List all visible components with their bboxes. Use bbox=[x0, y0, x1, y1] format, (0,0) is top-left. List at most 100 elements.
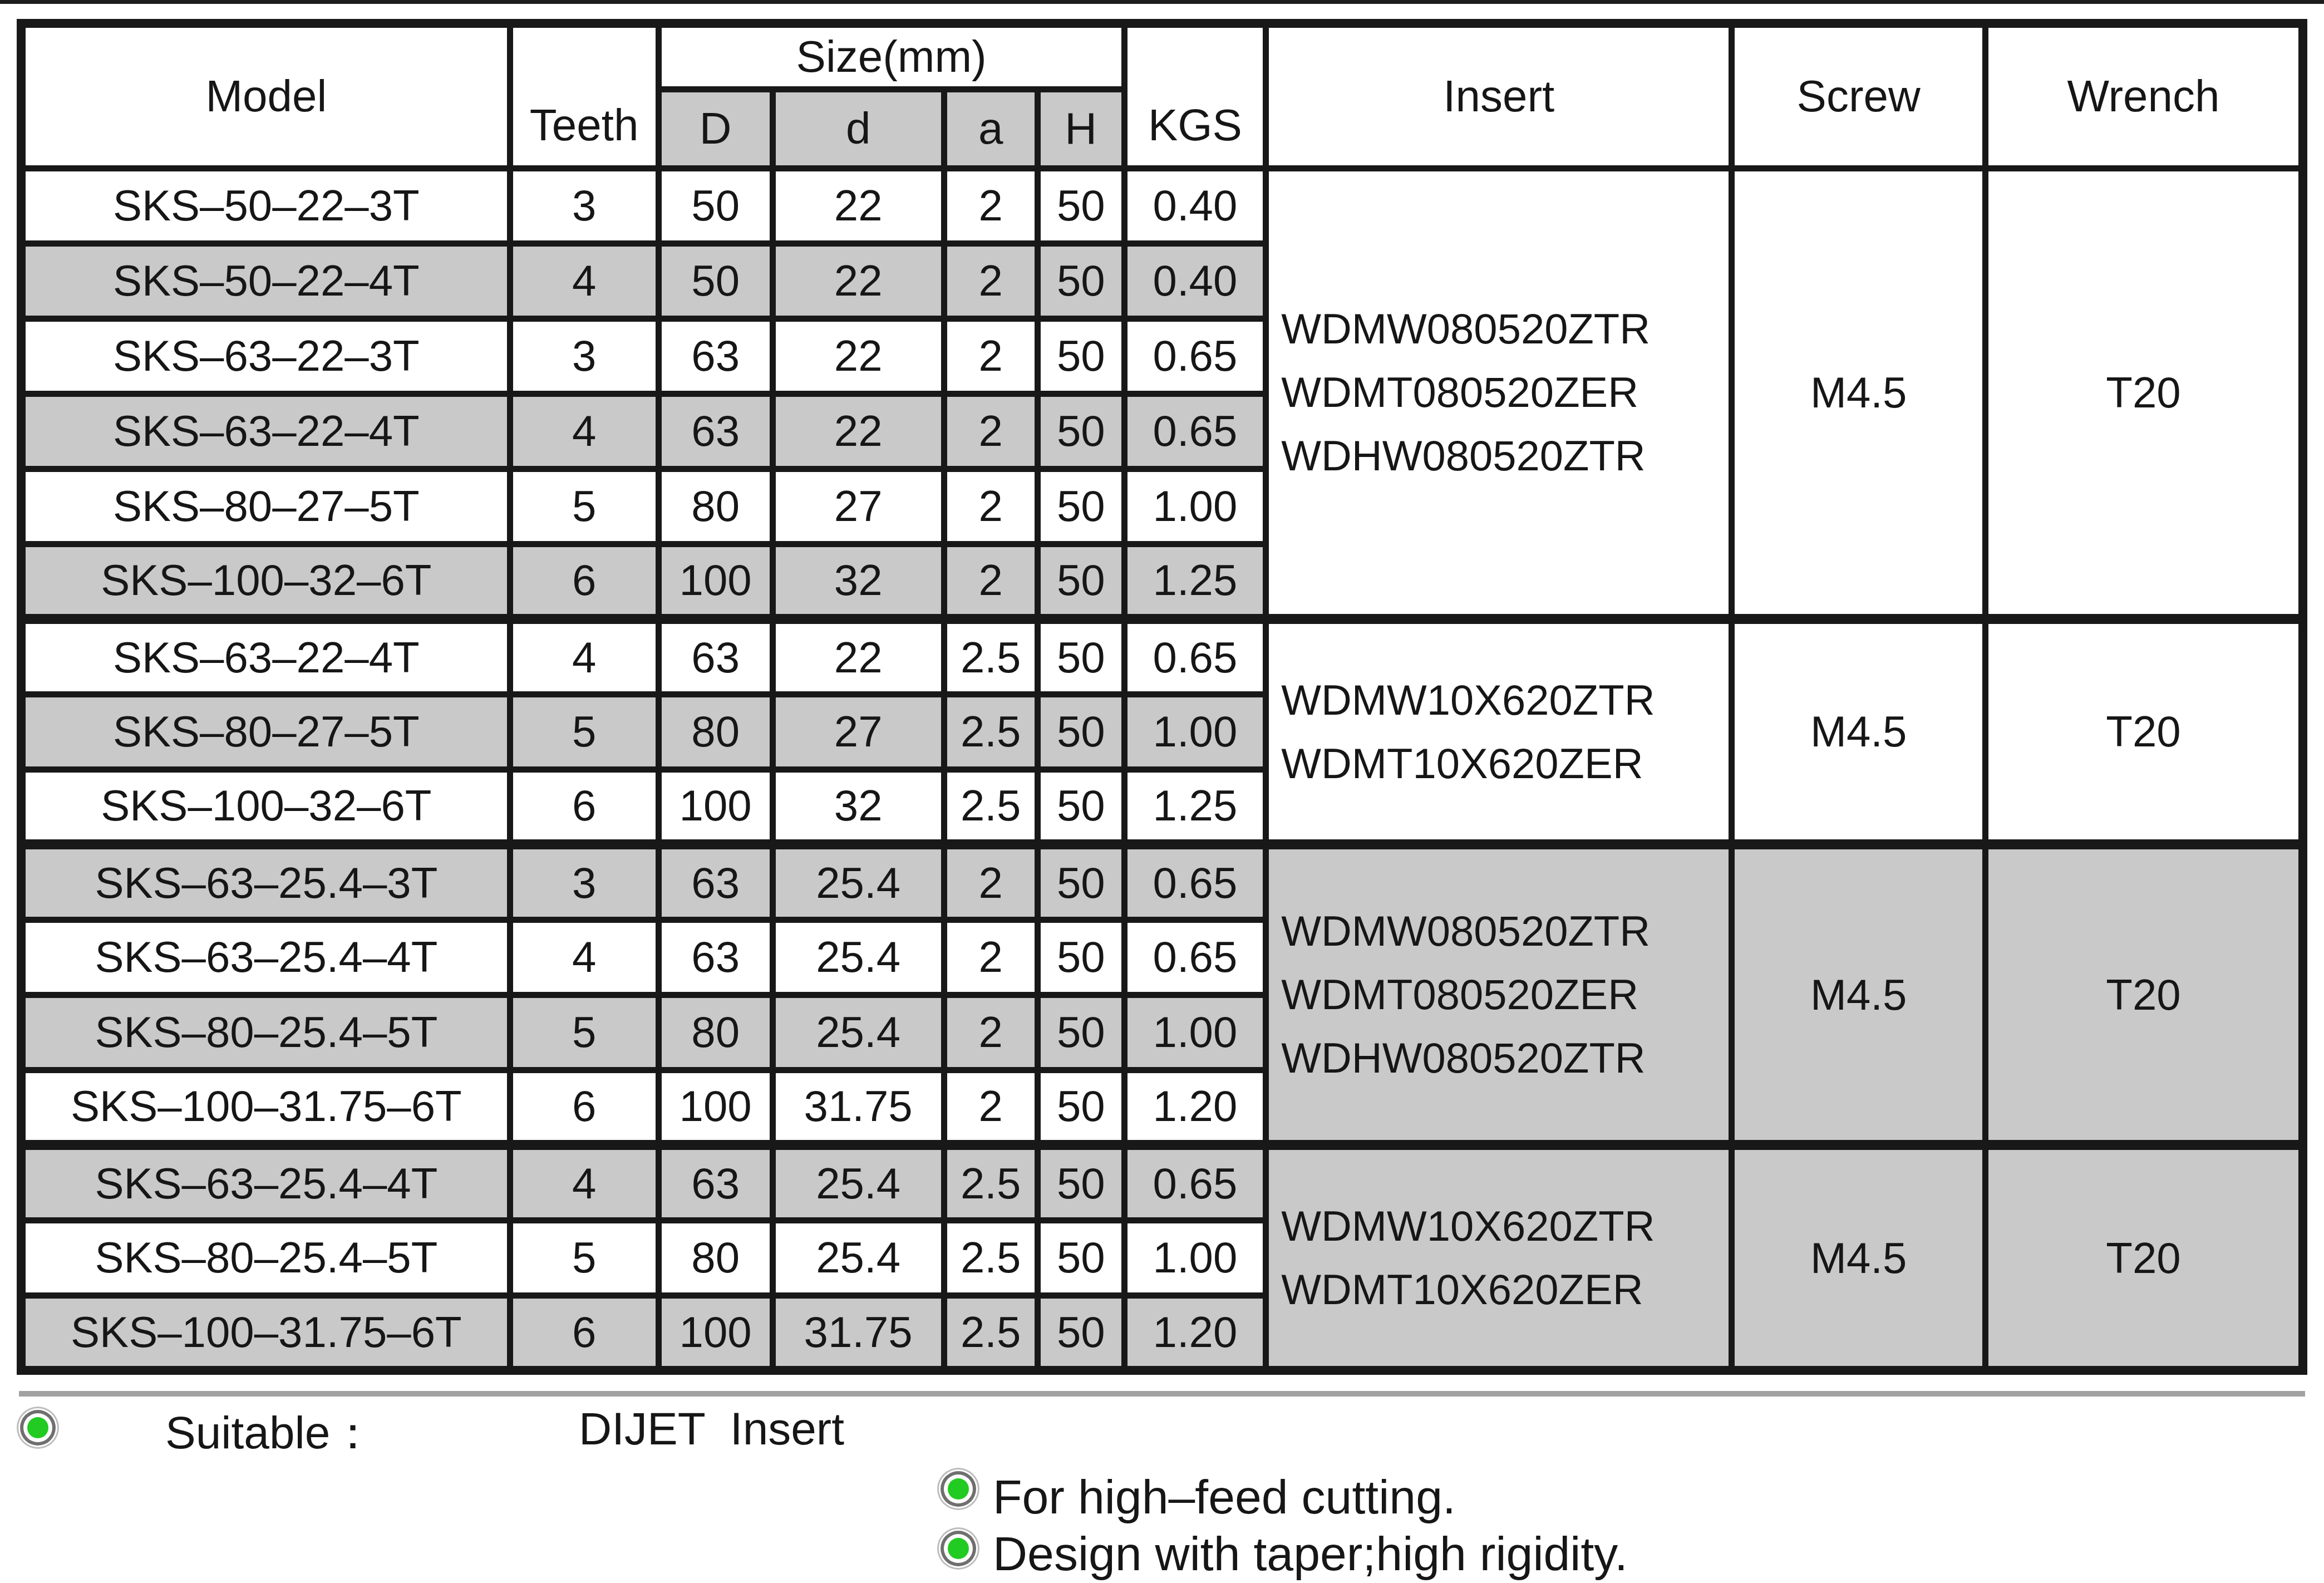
cell-D: 63 bbox=[658, 394, 772, 469]
cell-H: 50 bbox=[1037, 1145, 1124, 1220]
cell-a: 2 bbox=[944, 243, 1037, 318]
cell-H: 50 bbox=[1037, 168, 1124, 243]
cell-d: 22 bbox=[772, 394, 944, 469]
cell-a: 2 bbox=[944, 394, 1037, 469]
wrench-cell: T20 bbox=[1985, 844, 2303, 1145]
cell-kgs: 0.65 bbox=[1124, 619, 1266, 694]
header-col-d: d bbox=[772, 89, 944, 168]
suitable-value: DIJET Insert bbox=[579, 1403, 844, 1455]
header-insert: Insert bbox=[1266, 23, 1732, 168]
cell-D: 100 bbox=[658, 769, 772, 844]
cell-a: 2.5 bbox=[944, 769, 1037, 844]
cell-a: 2.5 bbox=[944, 1295, 1037, 1370]
cell-kgs: 0.65 bbox=[1124, 394, 1266, 469]
cell-d: 22 bbox=[772, 243, 944, 318]
header-col-H: H bbox=[1037, 89, 1124, 168]
cell-D: 100 bbox=[658, 544, 772, 619]
cell-model: SKS–63–22–4T bbox=[21, 619, 510, 694]
cell-kgs: 1.00 bbox=[1124, 1220, 1266, 1295]
screw-cell: M4.5 bbox=[1732, 844, 1986, 1145]
cell-teeth: 4 bbox=[510, 920, 658, 995]
cell-D: 80 bbox=[658, 1220, 772, 1295]
cell-teeth: 3 bbox=[510, 168, 658, 243]
cell-D: 63 bbox=[658, 1145, 772, 1220]
cell-teeth: 5 bbox=[510, 995, 658, 1070]
cell-model: SKS–63–25.4–3T bbox=[21, 844, 510, 920]
cell-H: 50 bbox=[1037, 619, 1124, 694]
header-kgs: KGS bbox=[1124, 23, 1266, 168]
insert-line: WDMW10X620ZTR bbox=[1281, 1194, 1729, 1258]
cell-D: 80 bbox=[658, 694, 772, 769]
cell-model: SKS–63–22–4T bbox=[21, 394, 510, 469]
insert-line: WDMW10X620ZTR bbox=[1281, 668, 1729, 732]
cell-D: 80 bbox=[658, 469, 772, 544]
screw-cell: M4.5 bbox=[1732, 168, 1986, 619]
cell-kgs: 0.65 bbox=[1124, 1145, 1266, 1220]
cell-D: 50 bbox=[658, 243, 772, 318]
catalog-page: Model Teeth Size(mm) KGS Insert Screw Wr… bbox=[0, 0, 2324, 1583]
cell-teeth: 5 bbox=[510, 1220, 658, 1295]
header-row-top: Model Teeth Size(mm) KGS Insert Screw Wr… bbox=[21, 23, 2303, 89]
cell-a: 2 bbox=[944, 995, 1037, 1070]
table-row: SKS–63–25.4–3T 3 63 25.4 2 50 0.65 WDMW0… bbox=[21, 844, 2303, 920]
screw-cell: M4.5 bbox=[1732, 619, 1986, 844]
cell-H: 50 bbox=[1037, 243, 1124, 318]
cell-D: 63 bbox=[658, 318, 772, 394]
cell-a: 2.5 bbox=[944, 1145, 1037, 1220]
insert-line: WDMT080520ZER bbox=[1281, 361, 1729, 424]
insert-line: WDHW080520ZTR bbox=[1281, 1026, 1729, 1090]
cell-kgs: 1.00 bbox=[1124, 694, 1266, 769]
cell-d: 31.75 bbox=[772, 1070, 944, 1145]
insert-line: WDHW080520ZTR bbox=[1281, 424, 1729, 488]
cell-model: SKS–50–22–3T bbox=[21, 168, 510, 243]
cell-d: 25.4 bbox=[772, 1145, 944, 1220]
cell-D: 50 bbox=[658, 168, 772, 243]
cell-kgs: 1.20 bbox=[1124, 1070, 1266, 1145]
cell-kgs: 0.65 bbox=[1124, 844, 1266, 920]
cell-teeth: 6 bbox=[510, 1070, 658, 1145]
cell-kgs: 0.65 bbox=[1124, 920, 1266, 995]
header-screw: Screw bbox=[1732, 23, 1986, 168]
cell-d: 22 bbox=[772, 619, 944, 694]
cell-model: SKS–100–32–6T bbox=[21, 544, 510, 619]
cell-model: SKS–80–25.4–5T bbox=[21, 1220, 510, 1295]
cell-H: 50 bbox=[1037, 1220, 1124, 1295]
cell-a: 2 bbox=[944, 318, 1037, 394]
cell-model: SKS–80–27–5T bbox=[21, 469, 510, 544]
spec-table: Model Teeth Size(mm) KGS Insert Screw Wr… bbox=[17, 19, 2307, 1375]
cell-a: 2 bbox=[944, 920, 1037, 995]
cell-kgs: 1.25 bbox=[1124, 769, 1266, 844]
cell-teeth: 3 bbox=[510, 844, 658, 920]
cell-d: 22 bbox=[772, 168, 944, 243]
cell-H: 50 bbox=[1037, 995, 1124, 1070]
cell-D: 63 bbox=[658, 920, 772, 995]
cell-d: 27 bbox=[772, 694, 944, 769]
insert-line: WDMT10X620ZER bbox=[1281, 732, 1729, 795]
cell-a: 2 bbox=[944, 168, 1037, 243]
cell-a: 2 bbox=[944, 1070, 1037, 1145]
cell-model: SKS–100–31.75–6T bbox=[21, 1070, 510, 1145]
cell-H: 50 bbox=[1037, 844, 1124, 920]
cell-teeth: 6 bbox=[510, 1295, 658, 1370]
cell-teeth: 4 bbox=[510, 243, 658, 318]
cell-model: SKS–63–25.4–4T bbox=[21, 920, 510, 995]
cell-model: SKS–63–22–3T bbox=[21, 318, 510, 394]
header-col-D: D bbox=[658, 89, 772, 168]
cell-d: 32 bbox=[772, 544, 944, 619]
cell-H: 50 bbox=[1037, 469, 1124, 544]
scan-edge-line bbox=[0, 0, 2324, 4]
feature-note-1: For high–feed cutting. bbox=[993, 1469, 1456, 1525]
cell-H: 50 bbox=[1037, 694, 1124, 769]
cell-teeth: 6 bbox=[510, 769, 658, 844]
insert-line: WDMW080520ZTR bbox=[1281, 899, 1729, 963]
feature-note-2: Design with taper;high rigidity. bbox=[993, 1526, 1628, 1581]
green-bullet-icon bbox=[948, 1538, 969, 1559]
cell-a: 2.5 bbox=[944, 1220, 1037, 1295]
cell-kgs: 1.00 bbox=[1124, 995, 1266, 1070]
cell-D: 63 bbox=[658, 844, 772, 920]
header-size-mm: Size(mm) bbox=[658, 23, 1124, 89]
cell-kgs: 0.65 bbox=[1124, 318, 1266, 394]
cell-d: 25.4 bbox=[772, 1220, 944, 1295]
header-col-a: a bbox=[944, 89, 1037, 168]
cell-d: 32 bbox=[772, 769, 944, 844]
